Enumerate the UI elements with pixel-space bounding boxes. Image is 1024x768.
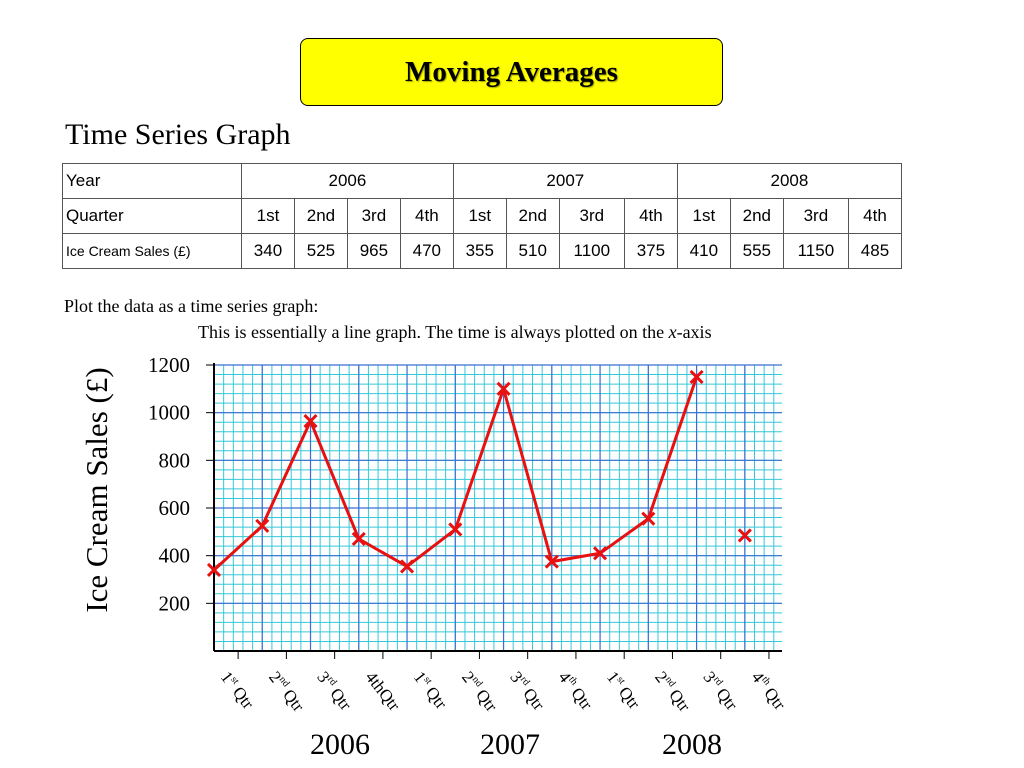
sales-cell: 965 <box>346 233 401 269</box>
sales-cell: 525 <box>293 233 348 269</box>
data-point-marker <box>496 381 511 396</box>
title-banner: Moving Averages <box>300 38 723 106</box>
note-variable: x <box>668 322 677 342</box>
quarter-cell: 3rd <box>782 198 849 234</box>
x-tick-word: Qtr <box>226 680 258 713</box>
x-tick-word: Qtr <box>324 681 356 714</box>
x-tick-label: 4thQtr <box>362 668 405 715</box>
sales-cell: 410 <box>676 233 731 269</box>
sales-cell: 340 <box>241 233 295 269</box>
quarter-header: Quarter <box>62 198 242 234</box>
sales-cell: 510 <box>505 233 560 269</box>
data-point-marker <box>206 562 222 578</box>
data-point-marker <box>593 546 608 561</box>
marker-stroke <box>351 531 366 547</box>
marker-stroke <box>737 528 752 543</box>
data-point-marker <box>255 518 270 533</box>
marker-stroke <box>544 554 559 569</box>
x-tick-word: Qtr <box>710 681 742 714</box>
x-tick-label: 1st Qtr <box>410 668 451 713</box>
year-label: 2006 <box>310 728 370 761</box>
x-tick-label: 4th Qtr <box>555 668 597 714</box>
x-tick-word: Qtr <box>470 682 502 715</box>
page-title: Moving Averages <box>405 55 618 88</box>
x-tick-label: 2nd Qtr <box>458 668 501 716</box>
y-tick-label: 1200 <box>148 353 190 377</box>
year-label: 2008 <box>662 728 722 761</box>
marker-stroke <box>206 562 222 578</box>
marker-stroke <box>448 522 463 537</box>
y-tick-label: 400 <box>159 544 191 568</box>
x-tick-label: 1st Qtr <box>603 668 644 713</box>
quarter-cell: 1st <box>676 198 731 234</box>
section-subtitle: Time Series Graph <box>65 118 291 151</box>
x-tick-label: 2nd Qtr <box>265 668 308 716</box>
x-tick-word: Qtr <box>517 681 549 714</box>
sales-cell: 485 <box>847 233 903 269</box>
sales-cell: 555 <box>729 233 784 269</box>
marker-stroke <box>255 518 270 533</box>
data-point-marker <box>399 559 415 574</box>
marker-stroke <box>593 546 608 561</box>
data-point-marker <box>641 511 656 526</box>
x-tick-word: Qtr <box>276 682 308 715</box>
sales-cell: 355 <box>452 233 507 269</box>
note-suffix: -axis <box>676 322 712 342</box>
marker-stroke <box>689 369 704 384</box>
year-cell: 2008 <box>676 163 903 199</box>
marker-stroke <box>641 511 656 526</box>
sales-data-table: Year 2006 2007 2008 Quarter 1st 2nd 3rd … <box>62 163 903 269</box>
y-axis-title: Ice Cream Sales (£) <box>79 367 114 612</box>
table-row-quarter: Quarter 1st 2nd 3rd 4th 1st 2nd 3rd 4th … <box>62 198 903 234</box>
x-tick-word: Qtr <box>565 681 597 714</box>
sales-cell: 470 <box>399 233 454 269</box>
data-point-marker <box>689 369 704 384</box>
x-tick-word: Qtr <box>419 680 451 713</box>
x-tick-word: Qtr <box>758 681 790 714</box>
data-point-marker <box>544 554 559 569</box>
x-tick-label: 3rd Qtr <box>699 668 741 714</box>
marker-stroke <box>496 381 511 396</box>
x-tick-label: 3rd Qtr <box>313 668 355 714</box>
table-row-sales: Ice Cream Sales (£) 340 525 965 470 355 … <box>62 233 903 269</box>
x-tick-label: 2nd Qtr <box>651 668 694 716</box>
quarter-cell: 4th <box>399 198 454 234</box>
marker-stroke <box>303 413 318 429</box>
data-point-marker <box>351 531 366 547</box>
x-tick-label: 3rd Qtr <box>506 668 548 714</box>
x-tick-label: 1st Qtr <box>217 668 258 713</box>
y-tick-label: 1000 <box>148 401 190 425</box>
sales-cell: 1100 <box>558 233 625 269</box>
x-tick-word: Qtr <box>612 680 644 713</box>
year-label: 2007 <box>480 728 540 761</box>
quarter-cell: 4th <box>847 198 903 234</box>
marker-stroke <box>399 559 415 574</box>
x-tick-label: 4th Qtr <box>748 668 790 714</box>
quarter-cell: 3rd <box>346 198 401 234</box>
x-tick-number: 4thQtr <box>362 668 405 715</box>
year-cell: 2006 <box>241 163 454 199</box>
note-prefix: This is essentially a line graph. The ti… <box>198 322 669 342</box>
sales-header: Ice Cream Sales (£) <box>62 233 242 269</box>
y-tick-label: 600 <box>159 496 191 520</box>
quarter-cell: 3rd <box>558 198 625 234</box>
y-tick-label: 800 <box>159 448 191 472</box>
y-tick-label: 200 <box>159 591 191 615</box>
sales-cell: 375 <box>623 233 678 269</box>
quarter-cell: 4th <box>623 198 678 234</box>
data-point-marker <box>303 413 318 429</box>
x-tick-word: Qtr <box>663 682 695 715</box>
data-point-marker <box>737 528 752 543</box>
instruction-note: This is essentially a line graph. The ti… <box>198 322 712 343</box>
instruction-text: Plot the data as a time series graph: <box>64 296 319 316</box>
sales-cell: 1150 <box>782 233 849 269</box>
data-point-marker <box>448 522 463 537</box>
